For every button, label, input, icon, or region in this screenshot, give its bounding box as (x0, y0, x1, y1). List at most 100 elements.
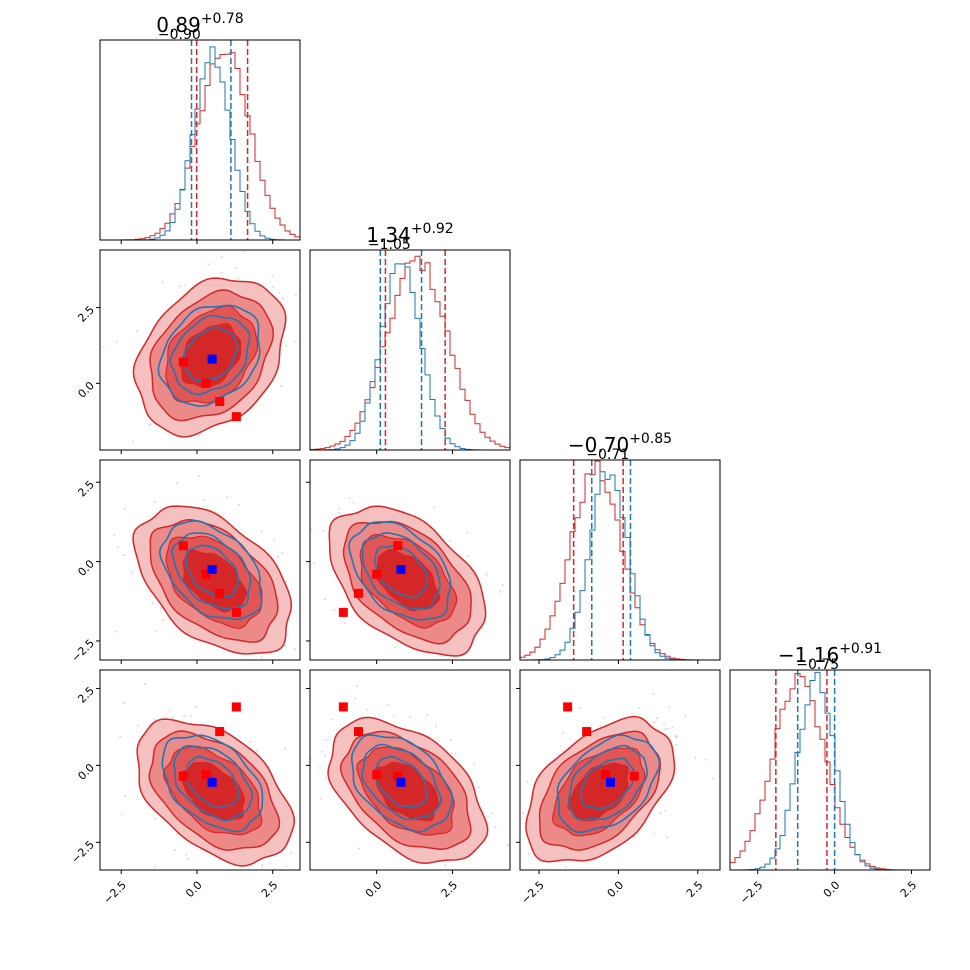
scatter-point (344, 622, 346, 624)
scatter-point (144, 683, 147, 686)
hist-red-2 (520, 460, 720, 660)
hist-blue-2 (520, 471, 720, 660)
pair-panel-3-0: −2.5 0.0 2.5 (69, 669, 327, 874)
scatter-point (358, 847, 361, 850)
scatter-point (664, 728, 667, 731)
xtick-label-2: 2.5 (684, 879, 706, 901)
scatter-point (653, 721, 656, 724)
scatter-point (478, 786, 480, 789)
red-marker-1 (201, 770, 211, 780)
scatter-point (387, 704, 390, 707)
red-marker-2 (353, 727, 363, 737)
ytick-label-3: 0.0 (75, 761, 97, 783)
hist-frame-2 (519, 459, 721, 661)
red-marker-3 (338, 607, 348, 617)
red-marker-3 (231, 702, 241, 712)
xtick-label-3: 0.0 (821, 879, 843, 901)
scatter-point (218, 858, 221, 861)
scatter-point (122, 554, 125, 557)
scatter-point (185, 853, 188, 856)
pair-frame-2-0 (99, 459, 301, 661)
scatter-point (675, 768, 678, 771)
scatter-point (260, 656, 263, 659)
scatter-point (666, 836, 669, 839)
scatter-point (330, 718, 333, 721)
scatter-point (149, 423, 152, 425)
scatter-point (305, 866, 307, 868)
hist-red-0 (100, 52, 300, 240)
scatter-point (485, 573, 488, 576)
title-lower-0: −0.90 (158, 27, 201, 43)
scatter-point (356, 685, 358, 687)
scatter-point (248, 741, 251, 743)
red-marker-3 (338, 702, 348, 712)
scatter-point (466, 555, 469, 558)
scatter-point (494, 826, 497, 829)
scatter-point (675, 743, 678, 746)
scatter-point (402, 873, 404, 875)
scatter-point (96, 733, 98, 735)
scatter-point (469, 874, 471, 876)
xtick-label-0: 2.5 (259, 879, 281, 901)
title-upper-0: +0.78 (201, 11, 244, 27)
contour-blue-0-3-1 (351, 734, 454, 833)
red-marker-1 (372, 569, 382, 579)
contour-blue-1-3-2 (567, 744, 648, 821)
scatter-point (168, 709, 171, 712)
blue-marker (207, 777, 217, 787)
scatter-point (189, 714, 192, 717)
scatter-point (351, 871, 353, 873)
pair-frame-3-1 (309, 669, 511, 871)
red-marker-2 (215, 727, 225, 737)
scatter-point (694, 756, 697, 759)
scatter-point (183, 715, 185, 718)
scatter-point (602, 717, 605, 719)
scatter-point (325, 777, 328, 780)
scatter-point (319, 766, 321, 769)
scatter-point (313, 562, 316, 565)
contour-blue-1-3-1 (361, 743, 442, 821)
scatter-point (490, 879, 492, 881)
scatter-point (668, 706, 670, 708)
scatter-point (294, 340, 297, 343)
scatter-point (176, 833, 179, 836)
scatter-point (526, 780, 528, 783)
scatter-point (500, 840, 502, 842)
scatter-point (579, 706, 582, 709)
hist-panel-2: −0.70+0.85 −0.71 (519, 431, 721, 664)
contour-blue-2-1-0 (183, 326, 239, 382)
scatter-point (466, 531, 469, 534)
scatter-point (188, 715, 190, 717)
scatter-point (338, 511, 341, 514)
scatter-point (454, 753, 457, 755)
scatter-point (444, 864, 447, 867)
contour-blue-2-3-0 (184, 755, 241, 809)
scatter-point (354, 697, 357, 700)
scatter-point (131, 440, 134, 443)
ytick-label-2: 2.5 (75, 478, 97, 500)
scatter-point (268, 862, 271, 865)
scatter-point (220, 255, 223, 258)
scatter-point (197, 474, 200, 477)
scatter-point (325, 795, 327, 797)
scatter-point (705, 758, 707, 761)
pair-panel-3-1 (306, 669, 511, 876)
scatter-point (310, 528, 313, 531)
scatter-point (187, 858, 190, 860)
scatter-point (284, 747, 287, 750)
hist-frame-3 (729, 669, 931, 871)
hist-title-3: −1.16+0.91 −0.75 (778, 641, 882, 673)
blue-marker (207, 354, 217, 364)
title-lower-3: −0.75 (796, 657, 839, 673)
scatter-point (499, 769, 501, 771)
ytick-label-1: 0.0 (75, 379, 97, 401)
hist-panel-1: 1.34+0.92 −1.05 (309, 221, 511, 454)
scatter-point (394, 646, 396, 649)
red-marker-2 (353, 588, 363, 598)
title-value-0: 0.89 (156, 13, 201, 37)
red-marker-2 (215, 588, 225, 598)
contour-blue-0-2-0 (158, 519, 263, 621)
scatter-point (277, 292, 280, 294)
scatter-point (684, 715, 687, 718)
scatter-point (475, 571, 478, 574)
